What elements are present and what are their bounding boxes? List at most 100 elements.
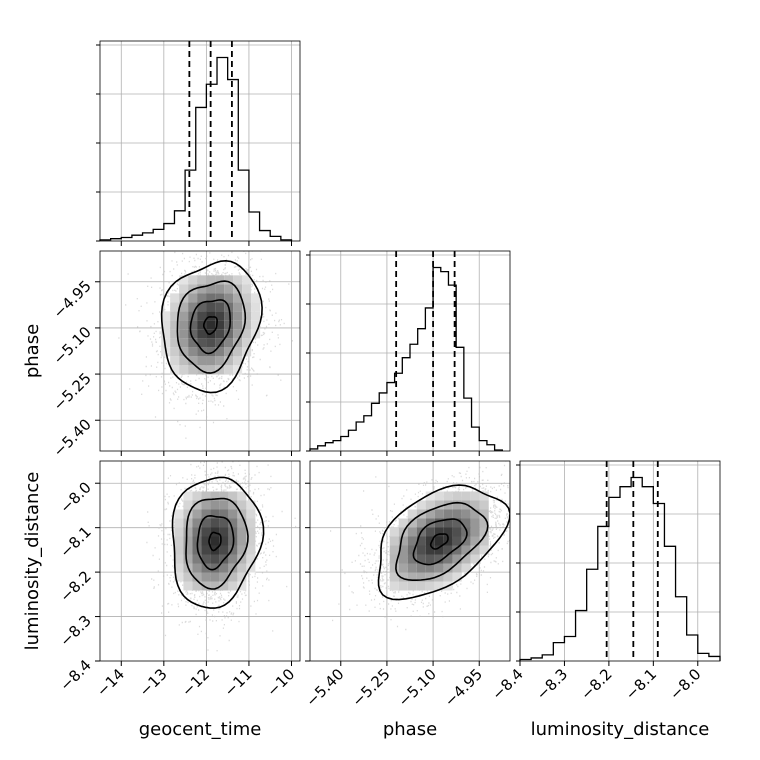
density-cell	[219, 563, 229, 573]
density-cell	[224, 275, 234, 285]
density-cell	[242, 329, 252, 339]
density-cell	[407, 554, 417, 564]
density-cell	[425, 563, 435, 573]
density-cell	[224, 320, 234, 330]
density-cell	[407, 518, 417, 528]
density-cell	[434, 545, 444, 555]
density-cell	[219, 491, 229, 501]
y-tick-label: −5.10	[50, 323, 95, 368]
density-cell	[425, 500, 435, 510]
density-cell	[233, 347, 243, 357]
density-cell	[461, 536, 471, 546]
density-cell	[215, 347, 225, 357]
density-cell	[246, 536, 256, 546]
density-cell	[206, 293, 216, 303]
x-tick-label: −11	[221, 665, 256, 700]
density-cell	[443, 491, 453, 501]
density-cell	[219, 572, 229, 582]
density-cell	[389, 563, 399, 573]
density-cell	[174, 554, 184, 564]
density-cell	[452, 545, 462, 555]
density-cell	[452, 518, 462, 528]
y-tick-label: −8.3	[56, 612, 94, 650]
panel-content	[146, 461, 297, 652]
density-cell	[237, 536, 247, 546]
density-cell	[407, 536, 417, 546]
density-cell	[407, 545, 417, 555]
density-cell	[192, 545, 202, 555]
density-cell	[192, 581, 202, 591]
x-tick-label: −8.1	[622, 665, 660, 703]
axes-frame	[519, 460, 721, 662]
contour-level-1	[377, 484, 510, 601]
density-cell	[443, 500, 453, 510]
density-cell	[479, 500, 489, 510]
density-cell	[183, 545, 193, 555]
x-tick-label: −5.40	[302, 665, 347, 710]
density-cell	[192, 527, 202, 537]
density-cell	[206, 311, 216, 321]
density-cell	[201, 536, 211, 546]
density-cell	[443, 563, 453, 573]
hist-panel-phase	[306, 250, 511, 452]
density-cell	[183, 491, 193, 501]
density-cell	[251, 293, 261, 303]
density-cell	[407, 563, 417, 573]
density-cell	[228, 500, 238, 510]
density-cell	[170, 329, 180, 339]
contour-level-1	[160, 259, 263, 394]
density-cell	[210, 572, 220, 582]
density-cell	[228, 572, 238, 582]
density-cell	[174, 527, 184, 537]
density-cell	[206, 365, 216, 375]
density-cell	[425, 527, 435, 537]
density-cell	[242, 302, 252, 312]
density-cell	[219, 527, 229, 537]
density-cell	[434, 509, 444, 519]
density-cell	[452, 563, 462, 573]
x-tick-label: −10	[263, 665, 298, 700]
density-cell	[425, 545, 435, 555]
density-cell	[389, 581, 399, 591]
density-cell	[479, 491, 489, 501]
density-cell	[197, 302, 207, 312]
density-cell	[416, 536, 426, 546]
x-tick-label: −8.0	[666, 665, 704, 703]
density-cell	[389, 554, 399, 564]
density-cell	[461, 509, 471, 519]
density-cell	[215, 275, 225, 285]
contour-level-2	[185, 497, 249, 590]
density-cell	[201, 491, 211, 501]
y-tick-label: −8.0	[56, 478, 94, 516]
density-cell	[470, 536, 480, 546]
x-axis-label-phase: phase	[383, 719, 437, 740]
density-cell	[224, 356, 234, 366]
density-cell	[470, 509, 480, 519]
density-cell	[233, 320, 243, 330]
density-cell	[242, 338, 252, 348]
density-cell	[197, 347, 207, 357]
density-cell	[188, 293, 198, 303]
density-cell	[398, 554, 408, 564]
contour-level-3	[412, 518, 468, 566]
x-tick-label: −12	[178, 665, 213, 700]
density-cell	[179, 347, 189, 357]
density-cell	[407, 572, 417, 582]
density-cell	[201, 572, 211, 582]
density-cell	[434, 554, 444, 564]
density-cell	[179, 365, 189, 375]
density-cell	[215, 320, 225, 330]
panel-2d-phase-vs-luminosity_distance	[309, 460, 511, 662]
density-cell	[461, 518, 471, 528]
density-cell	[215, 284, 225, 294]
density-cell	[201, 554, 211, 564]
density-cell	[174, 509, 184, 519]
density-cell	[233, 293, 243, 303]
axes-frame	[309, 250, 511, 452]
density-cell	[224, 329, 234, 339]
density-cell	[237, 491, 247, 501]
density-cell	[174, 572, 184, 582]
density-cell	[179, 302, 189, 312]
density-cell	[215, 311, 225, 321]
density-cell	[210, 518, 220, 528]
